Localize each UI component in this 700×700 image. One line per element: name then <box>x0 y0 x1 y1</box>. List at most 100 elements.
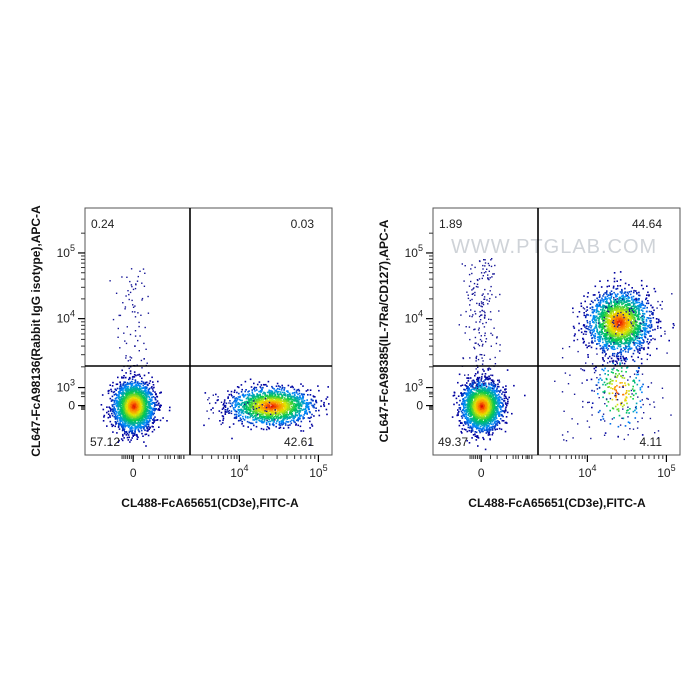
event-dot <box>124 306 127 308</box>
event-dot <box>131 380 133 383</box>
event-dot <box>463 411 466 413</box>
event-dot <box>127 399 130 401</box>
event-dot <box>139 400 142 403</box>
event-dot <box>259 415 261 418</box>
event-dot <box>280 401 282 404</box>
event-dot <box>142 391 145 393</box>
event-dot <box>271 423 274 426</box>
event-dot <box>282 412 285 414</box>
event-dot <box>111 414 114 417</box>
event-dot <box>315 401 318 404</box>
event-dot <box>274 401 277 403</box>
event-dot <box>280 389 283 391</box>
event-dot <box>241 423 243 425</box>
event-dot <box>269 403 271 405</box>
event-dot <box>465 429 467 431</box>
event-dot <box>153 407 155 410</box>
event-dot <box>243 402 246 405</box>
event-dot <box>227 396 229 398</box>
event-dot <box>132 396 135 399</box>
event-dot <box>271 414 274 417</box>
event-dot <box>128 417 130 419</box>
event-dot <box>494 425 496 428</box>
event-dot <box>135 385 137 388</box>
event-dot <box>109 397 112 400</box>
event-dot <box>268 401 271 404</box>
event-dot <box>139 421 142 423</box>
event-dot <box>274 389 276 392</box>
event-dot <box>291 410 294 413</box>
event-dot <box>271 385 273 388</box>
event-dot <box>114 403 116 405</box>
event-dot <box>125 355 127 357</box>
event-dot <box>271 418 274 420</box>
event-dot <box>290 411 293 414</box>
event-dot <box>285 414 287 417</box>
event-dot <box>224 410 227 413</box>
event-dot <box>480 415 482 418</box>
event-dot <box>266 402 268 405</box>
event-dot <box>122 397 124 400</box>
event-dot <box>135 387 137 390</box>
event-dot <box>251 400 254 402</box>
event-dot <box>129 291 132 294</box>
event-dot <box>265 400 268 403</box>
event-dot <box>269 424 271 426</box>
event-dot <box>240 402 243 405</box>
event-dot <box>118 424 120 426</box>
event-dot <box>141 417 143 419</box>
event-dot <box>149 411 152 414</box>
event-dot <box>157 380 159 383</box>
event-dot <box>237 396 240 398</box>
event-dot <box>140 402 142 405</box>
event-dot <box>491 389 493 392</box>
event-dot <box>298 418 300 421</box>
event-dot <box>474 374 476 377</box>
event-dot <box>288 392 291 395</box>
event-dot <box>464 384 466 386</box>
event-dot <box>131 437 133 439</box>
event-dot <box>128 413 131 416</box>
event-dot <box>460 394 463 397</box>
event-dot <box>490 423 493 426</box>
event-dot <box>138 373 141 376</box>
event-dot <box>280 422 283 425</box>
event-dot <box>118 391 121 394</box>
event-dot <box>134 403 136 406</box>
x-axis-label: CL488-FcA65651(CD3e),FITC-A <box>121 496 299 510</box>
event-dot <box>240 384 243 386</box>
event-dot <box>159 405 161 408</box>
event-dot <box>466 409 468 412</box>
event-dot <box>501 398 504 401</box>
event-dot <box>262 396 264 399</box>
event-dot <box>297 404 299 407</box>
event-dot <box>296 397 299 399</box>
event-dot <box>123 432 126 435</box>
event-dot <box>241 411 243 413</box>
event-dot <box>138 402 141 405</box>
event-dot <box>475 411 477 413</box>
event-dot <box>276 417 278 419</box>
event-dot <box>120 406 122 408</box>
event-dot <box>267 403 270 406</box>
event-dot <box>124 398 127 400</box>
event-dot <box>123 375 125 377</box>
event-dot <box>120 389 123 392</box>
event-dot <box>290 400 293 402</box>
event-dot <box>103 414 106 417</box>
event-dot <box>221 422 224 424</box>
event-dot <box>270 413 272 415</box>
event-dot <box>134 287 137 290</box>
event-dot <box>241 402 244 404</box>
event-dot <box>129 381 132 384</box>
event-dot <box>272 406 275 409</box>
event-dot <box>267 396 269 399</box>
event-dot <box>140 426 143 428</box>
event-dot <box>271 405 273 408</box>
event-dot <box>257 412 260 415</box>
event-dot <box>126 392 129 395</box>
event-dot <box>125 415 127 417</box>
event-dot <box>125 413 128 415</box>
event-dot <box>133 382 136 384</box>
event-dot <box>276 387 279 390</box>
